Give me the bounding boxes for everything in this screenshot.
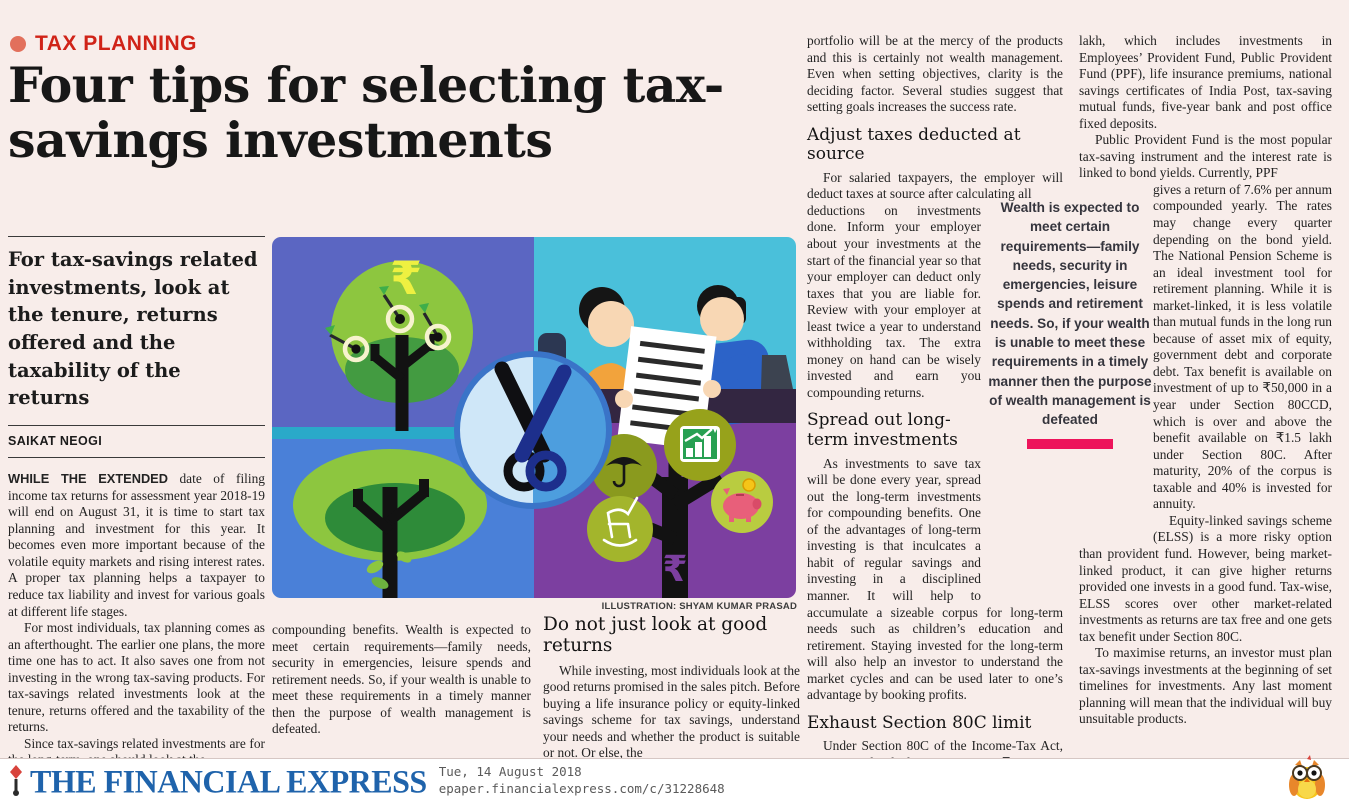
- body-text-col1: WHILE THE EXTENDED date of filing income…: [8, 471, 265, 769]
- kicker-dot-icon: [10, 36, 26, 52]
- divider: [8, 457, 265, 459]
- paragraph: To maximise returns, an investor must pl…: [1079, 645, 1332, 727]
- section-kicker: TAX PLANNING: [10, 32, 197, 56]
- pull-quote-text: Wealth is expected to meet certain requi…: [988, 200, 1152, 428]
- paragraph: As investments to save tax will be done …: [807, 455, 1063, 703]
- quote-wrap-spacer: [1079, 182, 1153, 534]
- masthead-title: THE FINANCIAL EXPRESS: [30, 761, 427, 800]
- edition-date: Tue, 14 August 2018: [438, 764, 582, 780]
- epaper-footer: THE FINANCIAL EXPRESS Tue, 14 August 201…: [0, 755, 1349, 803]
- goals-tree: ₹: [587, 409, 773, 598]
- paragraph: For most individuals, tax planning comes…: [8, 620, 265, 735]
- pull-quote-bar: [1027, 438, 1113, 449]
- paragraph: portfolio will be at the mercy of the pr…: [807, 33, 1063, 115]
- pull-quote: Wealth is expected to meet certain requi…: [986, 198, 1154, 449]
- paragraph: Equity-linked savings scheme (ELSS) is a…: [1079, 512, 1332, 644]
- owl-mascot-icon: [1289, 755, 1325, 799]
- footer-meta: Tue, 14 August 2018 epaper.financialexpr…: [439, 764, 725, 798]
- column-3: portfolio will be at the mercy of the pr…: [807, 33, 1063, 771]
- column-4: lakh, which includes investments in Empl…: [1079, 33, 1332, 728]
- divider: [8, 236, 265, 237]
- piggy-bank-goal-icon: [711, 471, 773, 533]
- money-tree-with-targets: ₹: [325, 251, 473, 431]
- rupee-symbol: ₹: [390, 251, 422, 305]
- paragraph-text: date of filing income tax returns for as…: [8, 471, 265, 619]
- column-2-continuation: compounding benefits. Wealth is expected…: [272, 622, 531, 738]
- laptop: [761, 355, 793, 389]
- scissors-icon: [494, 361, 572, 492]
- section-heading: Exhaust Section 80C limit: [807, 712, 1032, 733]
- paragraph: Public Provident Fund is the most popula…: [1079, 132, 1332, 181]
- paragraph: lakh, which includes investments in Empl…: [1079, 33, 1332, 131]
- column-2-section: Do not just look at good returns While i…: [543, 614, 800, 762]
- financial-express-logo-icon: [10, 765, 22, 796]
- rocking-chair-goal-icon: [587, 496, 653, 562]
- target-icon: [379, 286, 415, 334]
- section-heading: Do not just look at good returns: [543, 614, 768, 657]
- paragraph: deductions on investments done. Inform y…: [807, 202, 981, 400]
- illustration-caption: ILLUSTRATION: SHYAM KUMAR PRASAD: [601, 601, 797, 612]
- kicker-label: TAX PLANNING: [35, 32, 197, 55]
- divider: [8, 425, 265, 427]
- article-illustration: ₹: [272, 237, 796, 598]
- paragraph: compounding benefits. Wealth is expected…: [272, 622, 531, 737]
- standfirst: For tax-savings related investments, loo…: [8, 248, 258, 410]
- scissors-circle: [454, 351, 612, 509]
- paragraph: gives a return of 7.6% per annum compoun…: [1153, 181, 1332, 512]
- growth-chart-goal-icon: [664, 409, 736, 481]
- article-headline: Four tips for selecting tax-savings inve…: [8, 56, 724, 170]
- column-1: For tax-savings related investments, loo…: [8, 236, 265, 769]
- section-heading: Adjust taxes deducted at source: [807, 124, 1021, 165]
- rupee-symbol: ₹: [662, 549, 687, 590]
- epaper-url[interactable]: epaper.financialexpress.com/c/31228648: [438, 781, 725, 796]
- byline: SAIKAT NEOGI: [8, 434, 103, 449]
- target-icon: [325, 325, 370, 363]
- paragraph: While investing, most individuals look a…: [543, 662, 800, 761]
- wide-tree: [293, 449, 487, 598]
- paragraph: For salaried taxpayers, the employer wil…: [807, 169, 1063, 202]
- section-heading: Spread out long-term investments: [807, 410, 958, 451]
- paragraph: WHILE THE EXTENDED date of filing income…: [8, 471, 265, 620]
- lead-in: WHILE THE EXTENDED: [8, 471, 168, 487]
- target-icon: [419, 303, 452, 351]
